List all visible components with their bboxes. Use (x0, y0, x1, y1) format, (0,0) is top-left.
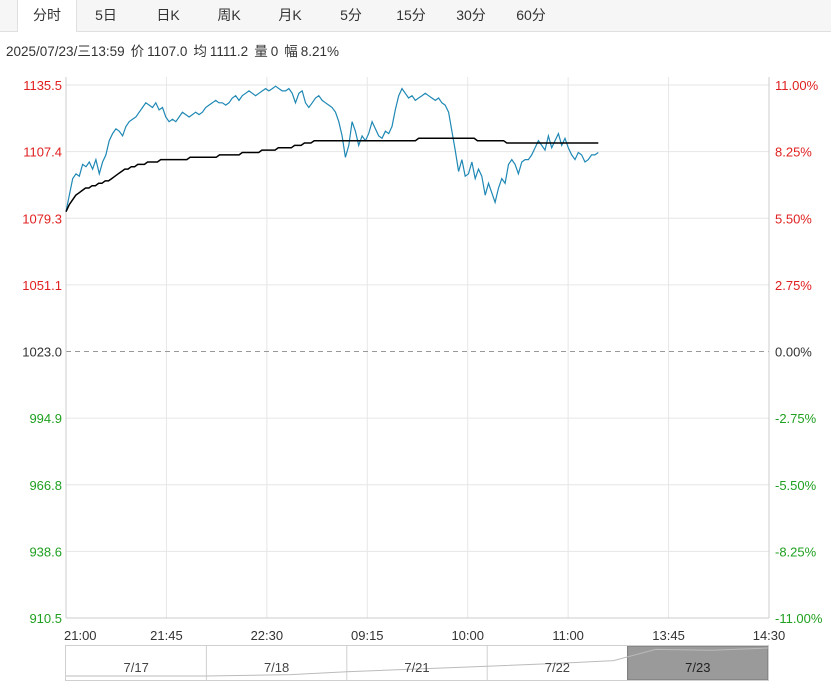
y-tick-label: 1107.4 (23, 145, 62, 160)
volume-value: 0 (270, 44, 279, 59)
x-tick-label: 21:45 (150, 628, 183, 643)
y-tick-label-right: -8.25% (775, 544, 817, 559)
period-tabbar: 分时 5日 日K 周K 月K 5分 15分 30分 60分 (0, 0, 831, 32)
x-tick-label: 11:00 (552, 628, 584, 643)
quote-datetime: 2025/07/23/三13:59 (6, 44, 125, 59)
y-tick-label-right: 2.75% (775, 278, 812, 293)
tab-30min[interactable]: 30分 (456, 7, 486, 23)
tab-weekly-k[interactable]: 周K (217, 7, 241, 23)
y-tick-label-right: -5.50% (775, 478, 817, 493)
intraday-chart[interactable]: 1135.5 11.00% 1107.4 8.25% 1079.3 5.50% 1051.1… (0, 60, 831, 645)
y-tick-label: 994.9 (29, 411, 62, 426)
quote-info-bar: 2025/07/23/三13:59 价 1107.0 均 1111.2 量 0 幅 8.21% (6, 40, 345, 60)
nav-mini-trend (66, 647, 769, 677)
tab-15min[interactable]: 15分 (396, 7, 426, 23)
x-tick-label: 10:00 (451, 628, 484, 643)
nav-selection-window[interactable] (627, 645, 769, 681)
y-tick-label: 1023.0 (22, 345, 62, 360)
x-tick-label: 22:30 (251, 628, 284, 643)
y-tick-label: 1135.5 (23, 78, 62, 93)
nav-date-label[interactable]: 7/17 (124, 660, 149, 675)
y-tick-label: 938.6 (29, 544, 62, 559)
change-label: 幅 (284, 44, 298, 59)
tab-5day[interactable]: 5日 (95, 7, 117, 23)
y-tick-label: 910.5 (29, 611, 62, 626)
y-tick-label: 1051.1 (22, 278, 62, 293)
tab-daily-k[interactable]: 日K (156, 7, 180, 23)
y-tick-label-right: 0.00% (775, 345, 812, 360)
volume-label: 量 (254, 44, 268, 59)
y-tick-label: 966.8 (29, 478, 62, 493)
y-tick-label-right: 8.25% (775, 145, 812, 160)
tab-5min[interactable]: 5分 (340, 7, 362, 23)
y-tick-label-right: 5.50% (775, 211, 812, 226)
y-tick-label-right: -2.75% (775, 411, 817, 426)
y-tick-label: 1079.3 (22, 211, 62, 226)
price-value: 1107.0 (147, 44, 188, 59)
x-tick-label: 14:30 (753, 628, 786, 643)
price-label: 价 (130, 44, 145, 59)
date-navigator[interactable]: 7/17 7/18 7/21 7/22 7/23 (65, 645, 769, 681)
avg-label: 均 (193, 44, 207, 59)
nav-date-label[interactable]: 7/23 (685, 660, 710, 675)
nav-date-label[interactable]: 7/21 (404, 660, 429, 675)
nav-date-label[interactable]: 7/22 (545, 660, 570, 675)
change-value: 8.21% (300, 44, 339, 59)
average-line (65, 137, 599, 213)
tab-60min[interactable]: 60分 (516, 7, 546, 23)
x-tick-label: 09:15 (351, 628, 384, 643)
tab-monthly-k[interactable]: 月K (278, 7, 302, 23)
tab-intraday[interactable]: 分时 (17, 0, 77, 32)
y-tick-label-right: 11.00% (775, 78, 819, 93)
y-tick-label-right: -11.00% (775, 611, 823, 626)
x-tick-label: 13:45 (652, 628, 685, 643)
avg-value: 1111.2 (209, 44, 249, 59)
price-line (65, 85, 599, 212)
x-tick-label: 21:00 (64, 628, 97, 643)
nav-date-label[interactable]: 7/18 (264, 660, 289, 675)
